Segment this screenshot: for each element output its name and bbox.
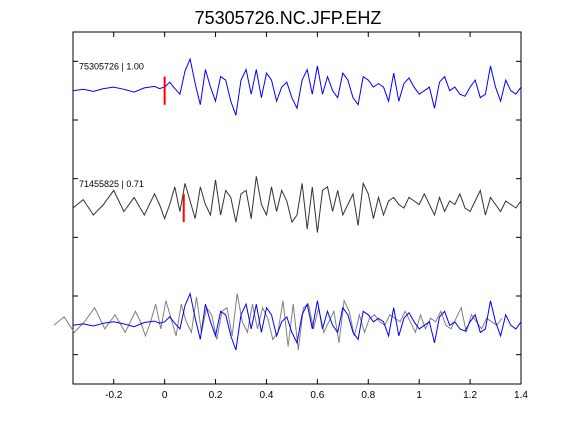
x-tick-label: 1 xyxy=(416,390,422,401)
x-tick-label: -0.2 xyxy=(105,390,123,401)
chart-title: 75305726.NC.JFP.EHZ xyxy=(195,8,382,28)
trace-label-1: 75305726 | 1.00 xyxy=(79,62,144,72)
trace-line-1 xyxy=(72,57,522,116)
overlay-trace-blue xyxy=(72,292,522,351)
x-tick-label: 0.4 xyxy=(260,390,274,401)
x-tick-label: 0.8 xyxy=(361,390,375,401)
x-tick-label: 1.2 xyxy=(463,390,477,401)
traces xyxy=(53,57,522,351)
x-tick-label: 0.2 xyxy=(209,390,223,401)
y-axis-ticks xyxy=(73,60,521,356)
x-tick-label: 1.4 xyxy=(514,390,528,401)
x-axis: -0.2 0 0.2 0.4 0.6 0.8 1 1.2 1.4 xyxy=(105,32,528,401)
trace-labels: 75305726 | 1.00 71455825 | 0.71 xyxy=(79,62,144,189)
trace-label-2: 71455825 | 0.71 xyxy=(79,179,144,189)
trace-line-2 xyxy=(72,176,522,233)
overlay-trace-gray xyxy=(53,293,503,351)
x-tick-label: 0 xyxy=(162,390,168,401)
x-tick-label: 0.6 xyxy=(310,390,324,401)
